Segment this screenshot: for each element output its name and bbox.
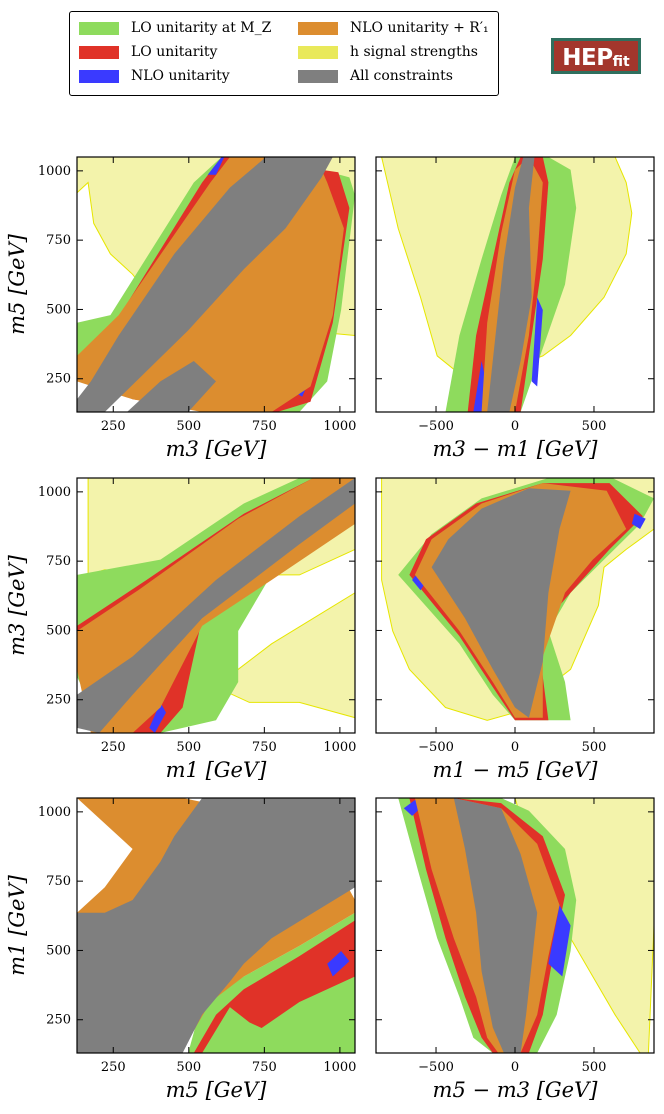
legend-item-lo-mz: LO unitarity at M_Z	[79, 20, 271, 36]
x-tick-label: 1000	[323, 740, 356, 755]
region-all	[77, 798, 355, 1053]
panel-2: −500 0 500 m3 − m1 [GeV]	[375, 156, 655, 461]
x-axis-label: m5 [GeV]	[166, 1078, 268, 1102]
legend-item-nlo: NLO unitarity	[79, 68, 230, 84]
x-tick-label: 0	[511, 1060, 519, 1075]
panel-5: 250 500 750 1000 250 500 750 1000 m5 [GeV] m1 [Ge…	[5, 797, 356, 1102]
region-nlo	[548, 905, 571, 977]
panel-frame	[76, 797, 356, 1054]
x-tick-label: 0	[511, 740, 519, 755]
x-tick-label: 750	[252, 1060, 277, 1075]
region-group	[381, 157, 633, 412]
region-nlo	[327, 951, 350, 977]
region-group	[77, 157, 355, 412]
legend-swatch	[79, 45, 119, 59]
logo-main-text: HEP	[562, 45, 613, 71]
region-nlo	[631, 513, 646, 529]
region-all	[431, 488, 571, 718]
legend-label: All constraints	[350, 68, 453, 84]
region-all	[77, 478, 355, 733]
legend: LO unitarity at M_Z LO unitarity NLO uni…	[69, 11, 499, 96]
x-tick-label: 500	[582, 740, 607, 755]
region-group	[77, 478, 355, 733]
region-all	[487, 157, 535, 412]
panel-frame	[76, 477, 356, 734]
panel-6: −500 0 500 m5 − m3 [GeV]	[375, 797, 655, 1102]
y-axis-label: m5 [GeV]	[5, 233, 29, 335]
region-nlo	[531, 297, 543, 387]
legend-item-nlo-r1: NLO unitarity + R′₁	[298, 20, 489, 36]
region-group	[77, 798, 355, 1053]
logo-inner: HEP fit	[554, 41, 638, 71]
y-axis-label: m3 [GeV]	[5, 554, 29, 656]
legend-item-signal: h signal strengths	[298, 44, 478, 60]
y-axis-label: m1 [GeV]	[5, 874, 29, 976]
x-tick-label: 500	[582, 419, 607, 434]
y-tick-label: 750	[46, 233, 71, 248]
region-nlo	[207, 157, 225, 175]
x-tick-label: −500	[418, 419, 454, 434]
x-tick-label: 500	[176, 740, 201, 755]
panel-frame	[76, 156, 356, 413]
x-tick-label: −500	[418, 1060, 454, 1075]
x-tick-label: 1000	[323, 1060, 356, 1075]
x-axis-label: m3 [GeV]	[166, 437, 268, 461]
panel-3: 250 500 750 1000 250 500 750 1000 m1 [GeV] m3 [Ge…	[5, 477, 356, 782]
legend-label: h signal strengths	[350, 44, 478, 60]
x-tick-label: 500	[176, 1060, 201, 1075]
legend-swatch	[298, 69, 338, 83]
y-tick-label: 500	[46, 302, 71, 317]
logo-sub-text: fit	[612, 54, 630, 70]
x-axis-label: m5 − m3 [GeV]	[433, 1078, 599, 1102]
x-tick-label: 250	[101, 740, 126, 755]
region-group	[398, 798, 654, 1053]
x-axis-label: m3 − m1 [GeV]	[433, 437, 599, 461]
y-tick-label: 1000	[38, 805, 71, 820]
x-tick-label: 1000	[323, 419, 356, 434]
y-tick-label: 250	[46, 1013, 71, 1028]
legend-item-all: All constraints	[298, 68, 453, 84]
legend-label: NLO unitarity + R′₁	[350, 20, 489, 36]
legend-item-lo: LO unitarity	[79, 44, 217, 60]
y-tick-label: 250	[46, 693, 71, 708]
y-tick-label: 750	[46, 874, 71, 889]
x-tick-label: 750	[252, 419, 277, 434]
y-tick-label: 500	[46, 943, 71, 958]
region-signal	[215, 592, 355, 719]
region-lo-mz	[202, 1007, 286, 1053]
x-axis-label: m1 − m5 [GeV]	[433, 758, 599, 782]
legend-swatch	[79, 21, 119, 35]
x-tick-label: −500	[418, 740, 454, 755]
legend-label: LO unitarity	[131, 44, 218, 60]
x-tick-label: 750	[252, 740, 277, 755]
x-tick-label: 250	[101, 1060, 126, 1075]
y-tick-label: 1000	[38, 485, 71, 500]
y-tick-label: 250	[46, 372, 71, 387]
legend-swatch	[298, 45, 338, 59]
region-nlo	[149, 702, 166, 733]
legend-swatch	[298, 21, 338, 35]
region-all	[453, 798, 538, 1053]
y-tick-label: 500	[46, 623, 71, 638]
region-all	[77, 157, 333, 412]
legend-swatch	[79, 69, 119, 83]
x-axis-label: m1 [GeV]	[166, 758, 268, 782]
x-tick-label: 0	[511, 419, 519, 434]
legend-label: NLO unitarity	[131, 68, 230, 84]
legend-label: LO unitarity at M_Z	[131, 20, 272, 36]
region-group	[381, 478, 654, 721]
panel-4: −500 0 500 m1 − m5 [GeV]	[375, 477, 655, 782]
y-tick-label: 1000	[38, 164, 71, 179]
panel-1: 250 500 750 1000 250 500 750 1000 m3 [GeV] m5 [Ge…	[5, 156, 356, 461]
region-all	[127, 361, 216, 412]
x-tick-label: 250	[101, 419, 126, 434]
y-tick-label: 750	[46, 554, 71, 569]
x-tick-label: 500	[582, 1060, 607, 1075]
hepfit-logo: HEP fit	[551, 38, 641, 74]
x-tick-label: 500	[176, 419, 201, 434]
